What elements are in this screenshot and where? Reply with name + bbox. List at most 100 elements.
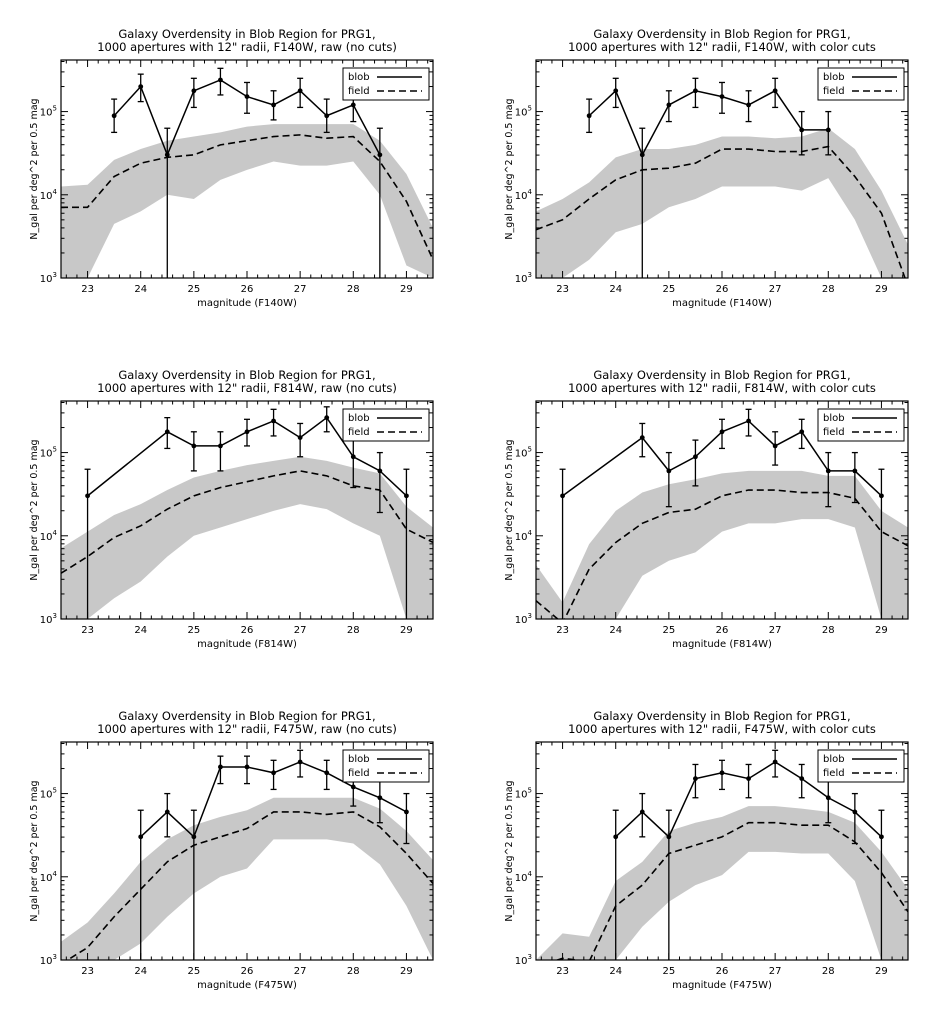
chart-title-line1: Galaxy Overdensity in Blob Region for PR… [593,27,850,41]
blob-point [138,834,144,840]
panel-f475w-color-cuts: Galaxy Overdensity in Blob Region for PR… [480,682,950,1012]
legend-label-blob: blob [348,754,370,765]
x-tick-label: 29 [400,284,413,295]
x-tick-label: 24 [134,966,147,977]
x-tick-label: 25 [662,625,675,636]
blob-point [271,770,276,776]
panel-f475w-raw: Galaxy Overdensity in Blob Region for PR… [5,682,475,1012]
x-axis-label: magnitude (F140W) [197,298,297,309]
x-axis-label: magnitude (F475W) [197,980,297,991]
x-tick-label: 28 [347,966,360,977]
legend-label-blob: blob [348,72,370,83]
blob-point [693,88,698,94]
blob-point [719,770,725,776]
blob-point [666,102,672,108]
chart-f140w-color-cuts: Galaxy Overdensity in Blob Region for PR… [504,27,909,309]
blob-point [271,418,276,424]
chart-title-line1: Galaxy Overdensity in Blob Region for PR… [593,368,850,382]
y-tick-label: 104 [40,188,58,202]
plot-area [536,77,908,278]
y-tick-label: 103 [40,612,57,626]
chart-title-line2: 1000 apertures with 12" radii, F814W, ra… [97,381,397,395]
x-tick-label: 24 [609,966,622,977]
x-tick-label: 26 [716,284,729,295]
y-tick-label: 103 [40,271,57,285]
plot-area [61,749,433,960]
blob-point [138,84,144,90]
blob-point [799,429,805,435]
x-tick-label: 26 [241,625,254,636]
y-tick-label: 105 [515,105,532,119]
blob-point [746,102,751,108]
y-axis-label: N_gal per deg^2 per 0.5 mag [504,98,515,239]
legend-label-field: field [348,86,370,97]
field-band [61,797,433,960]
legend-box [342,67,430,101]
x-tick-label: 25 [187,966,200,977]
x-tick-label: 25 [187,625,200,636]
field-band [536,470,908,619]
x-tick-label: 29 [875,625,888,636]
x-tick-label: 24 [609,625,622,636]
blob-point [324,113,330,119]
x-tick-label: 23 [556,966,569,977]
x-tick-label: 27 [294,284,307,295]
blob-point [111,113,117,119]
chart-title-line2: 1000 apertures with 12" radii, F140W, wi… [568,40,876,54]
x-tick-label: 27 [769,625,782,636]
blob-point [586,113,592,119]
plot-area [536,749,908,960]
blob-point [350,102,356,108]
panel-f140w-raw: Galaxy Overdensity in Blob Region for PR… [5,0,475,330]
legend-label-blob: blob [348,413,370,424]
x-tick-label: 27 [294,625,307,636]
y-tick-label: 104 [40,870,58,884]
x-tick-label: 29 [875,284,888,295]
blob-point [825,468,831,474]
blob-point [799,776,805,782]
panel-f140w-color-cuts: Galaxy Overdensity in Blob Region for PR… [480,0,950,330]
x-tick-label: 23 [81,966,94,977]
blob-point [377,468,383,474]
blob-point [404,493,409,499]
blob-point [639,809,645,815]
blob-point [191,443,197,449]
x-axis-label: magnitude (F814W) [197,639,297,650]
field-band [61,456,433,619]
y-axis-label: N_gal per deg^2 per 0.5 mag [29,439,40,580]
legend-label-field: field [348,768,370,779]
blob-point [244,94,250,100]
x-tick-label: 27 [294,966,307,977]
y-axis-label: N_gal per deg^2 per 0.5 mag [504,780,515,921]
blob-point [746,418,751,424]
y-tick-label: 104 [40,529,58,543]
legend-box [342,408,430,442]
field-band [61,124,433,278]
blob-point [85,493,90,499]
blob-point [666,468,672,474]
blob-point [377,152,383,158]
blob-point [639,152,645,158]
chart-title-line2: 1000 apertures with 12" radii, F475W, ra… [97,722,397,736]
blob-point [164,429,170,435]
blob-point [693,776,698,782]
blob-point [825,127,831,133]
y-tick-label: 105 [515,446,532,460]
plot-area [61,67,433,278]
x-tick-label: 23 [556,284,569,295]
blob-point [324,415,330,421]
legend-box [817,67,905,101]
y-tick-label: 105 [515,787,532,801]
blob-point [244,764,250,770]
blob-point [350,784,356,790]
blob-point [191,834,197,840]
field-line [554,821,908,960]
field-band [536,128,908,278]
blob-line [588,89,829,157]
blob-point [719,94,725,100]
plot-area [536,408,908,619]
legend-label-field: field [823,768,845,779]
x-tick-label: 28 [347,625,360,636]
legend: blob field [342,67,430,101]
